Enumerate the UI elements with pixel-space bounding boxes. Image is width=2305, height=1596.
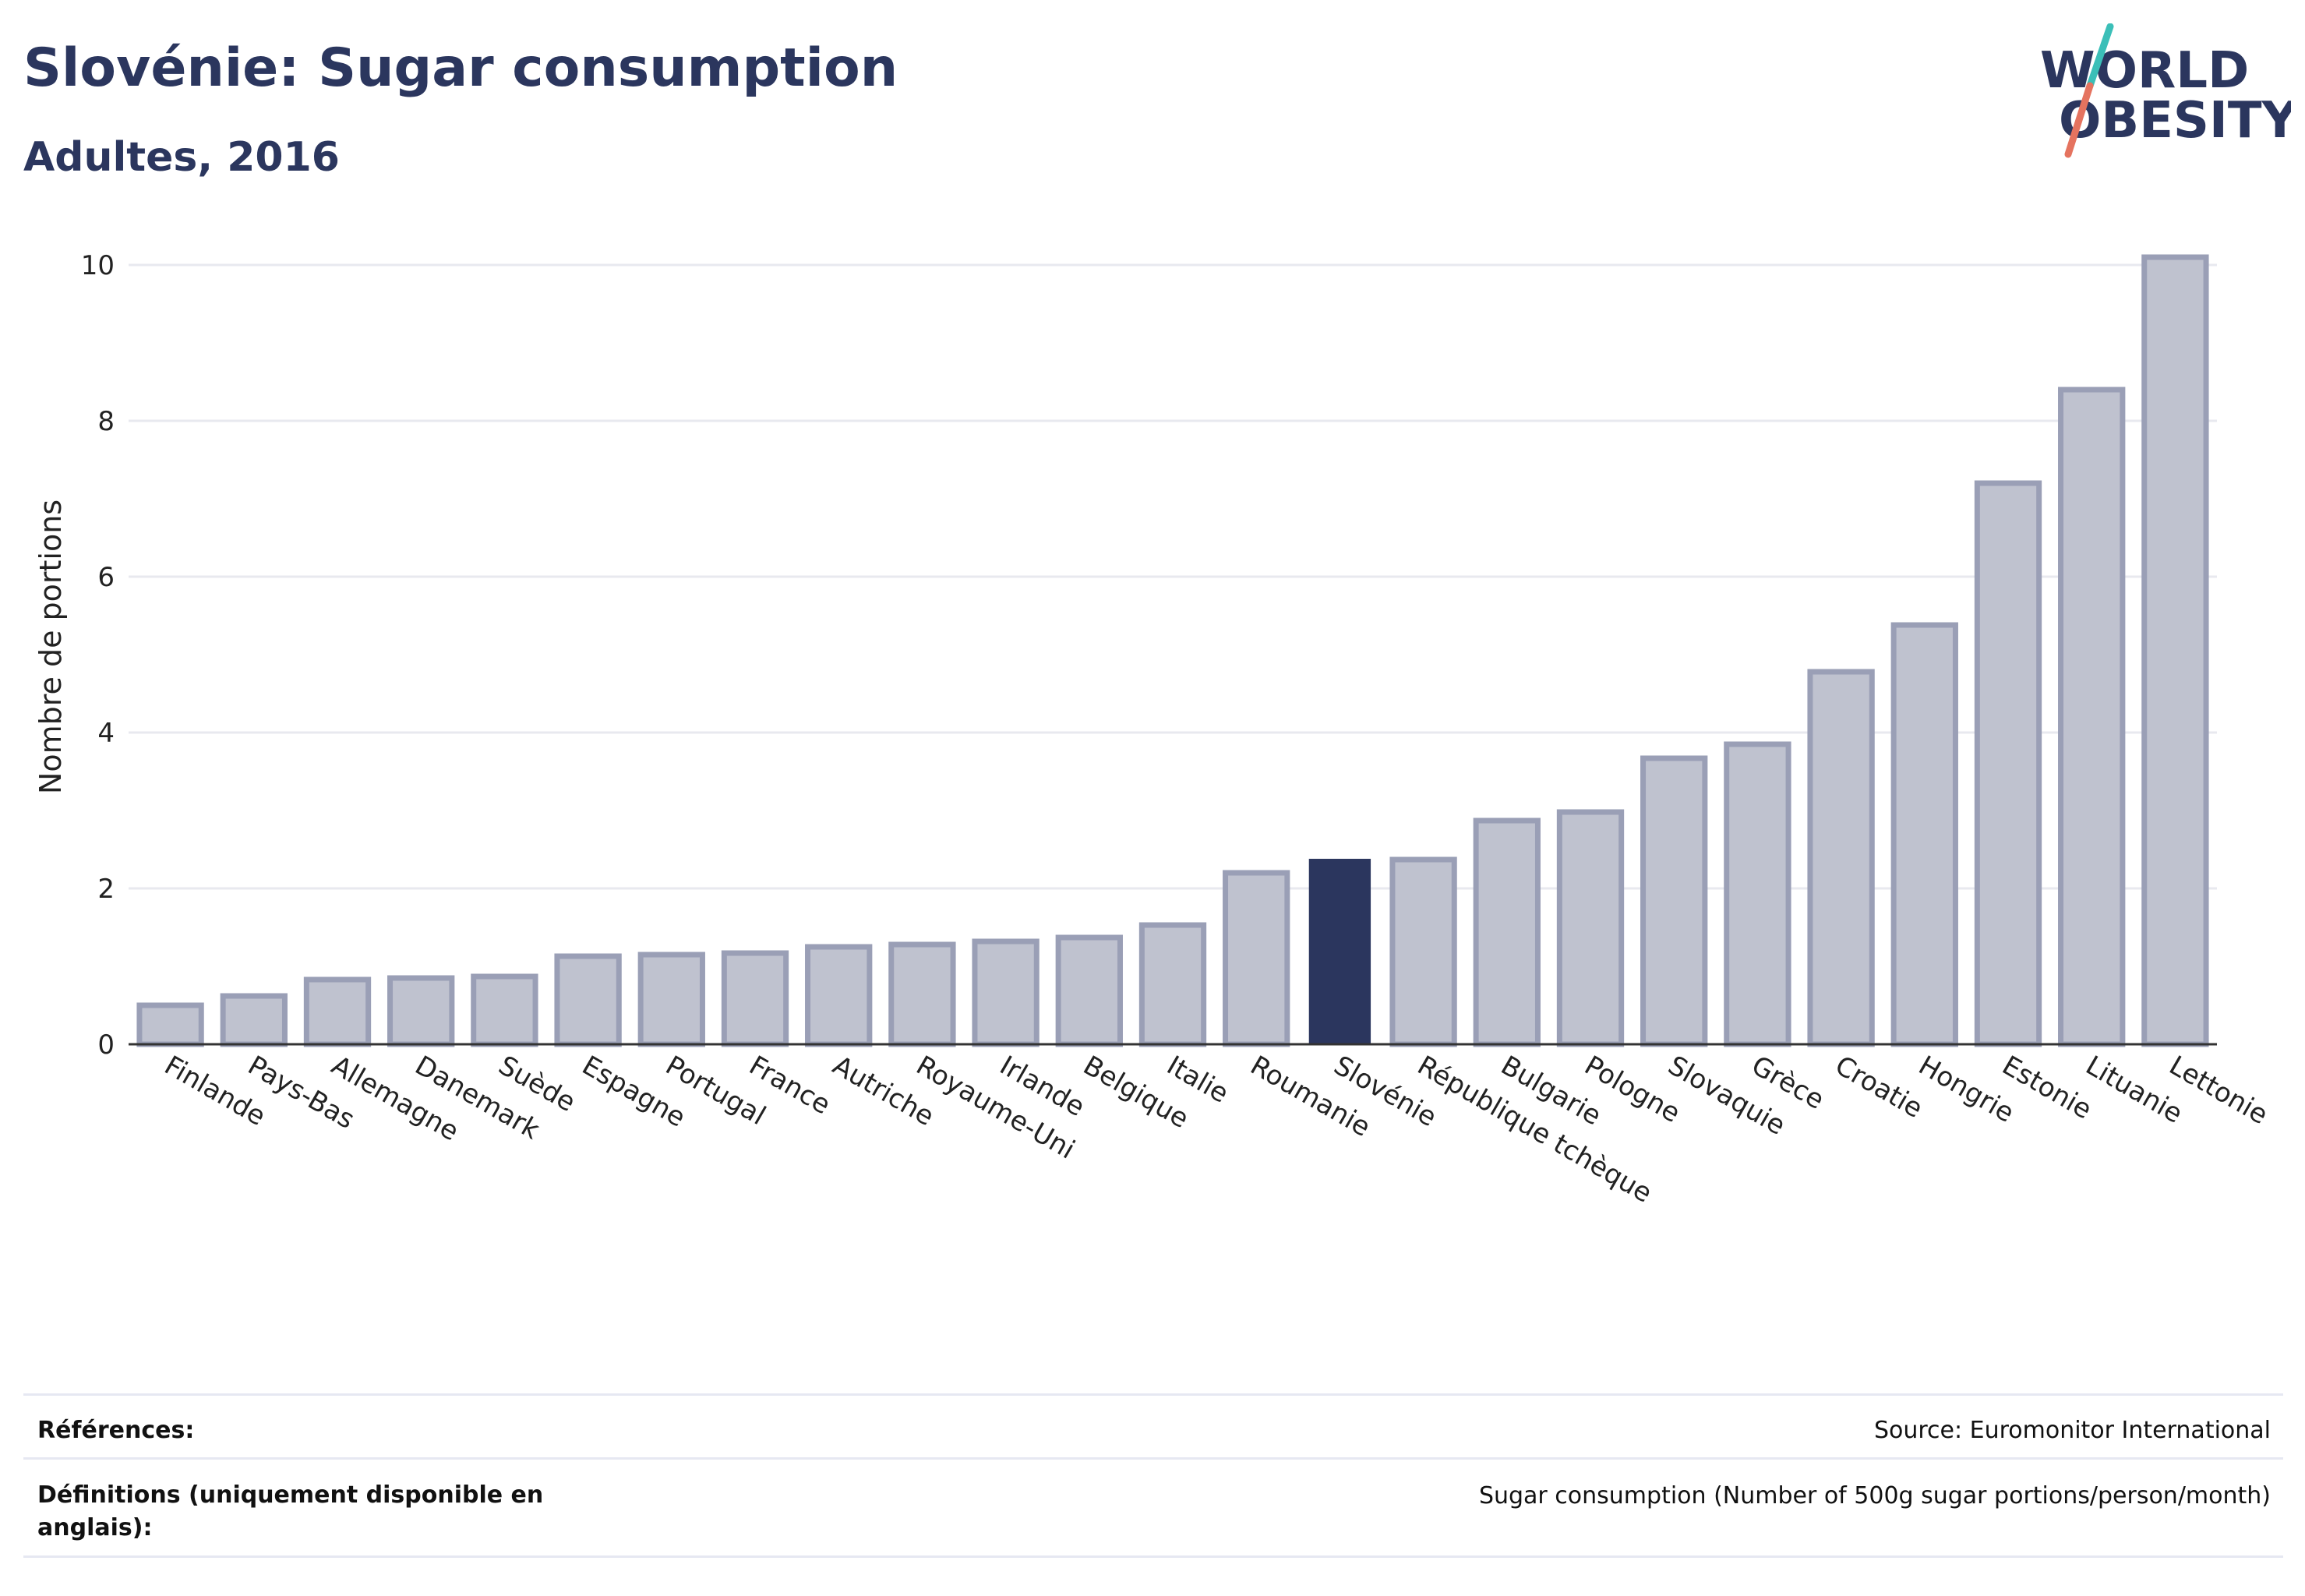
logo-slash-top: [2086, 23, 2114, 90]
references-label: Références:: [37, 1417, 195, 1444]
logo-line-2: OBESITY: [2059, 92, 2291, 150]
bar: [721, 950, 789, 1047]
bar: [972, 938, 1040, 1047]
bar: [1473, 817, 1541, 1047]
bar: [1138, 922, 1207, 1047]
bar: [888, 941, 956, 1047]
bar: [554, 953, 622, 1047]
chart-subtitle: Adultes, 2016: [23, 134, 340, 181]
bar: [471, 973, 538, 1047]
y-tick-label: 2: [97, 874, 115, 905]
definitions-value: Sugar consumption (Number of 500g sugar …: [1478, 1482, 2271, 1509]
bar: [1974, 480, 2042, 1047]
logo-slash-bottom: [2064, 82, 2094, 158]
bar: [637, 952, 705, 1047]
bar: [1556, 809, 1625, 1047]
x-category-label: Lituanie: [2081, 1050, 2188, 1130]
bar: [2058, 387, 2126, 1047]
bars: [136, 254, 2209, 1047]
y-axis-ticks: 0 2 4 6 8 10: [81, 250, 115, 1061]
bar: [1807, 669, 1875, 1047]
logo-line-1: WORLD: [2040, 42, 2249, 100]
y-axis-label: Nombre de portions: [34, 500, 68, 794]
world-obesity-logo: WORLD OBESITY: [2040, 23, 2291, 158]
bar: [1389, 856, 1457, 1047]
y-tick-label: 10: [81, 250, 115, 281]
bar-highlighted: [1308, 859, 1371, 1044]
bar: [805, 944, 873, 1047]
bar: [303, 976, 372, 1047]
footer-divider-top: [23, 1393, 2283, 1396]
bar: [1724, 741, 1791, 1047]
bar: [1055, 934, 1123, 1047]
y-tick-label: 0: [97, 1029, 115, 1061]
bar-chart: 0 2 4 6 8 10 FinlandePays-BasAllemagneDanemar…: [34, 250, 2273, 1209]
bar: [1890, 622, 1958, 1047]
x-category-label: Croatie: [1830, 1050, 1928, 1125]
bar: [1640, 755, 1708, 1047]
footer-divider-middle: [23, 1457, 2283, 1460]
definitions-label: Définitions (uniquement disponible en an…: [37, 1481, 544, 1541]
y-tick-label: 4: [97, 718, 115, 749]
bar: [1223, 870, 1290, 1047]
bar: [387, 975, 455, 1047]
bar: [136, 1002, 204, 1047]
references-value: Source: Euromonitor International: [1873, 1417, 2271, 1444]
chart-title: Slovénie: Sugar consumption: [23, 37, 898, 99]
x-category-label: Hongrie: [1913, 1050, 2019, 1129]
y-tick-label: 6: [97, 562, 115, 593]
bar: [2141, 254, 2209, 1047]
x-category-label: Lettonie: [2164, 1050, 2273, 1131]
footer-divider-bottom: [23, 1555, 2283, 1558]
y-tick-label: 8: [97, 406, 115, 437]
x-axis-labels: FinlandePays-BasAllemagneDanemarkSuèdeEs…: [159, 1050, 2273, 1209]
bar: [220, 993, 288, 1047]
